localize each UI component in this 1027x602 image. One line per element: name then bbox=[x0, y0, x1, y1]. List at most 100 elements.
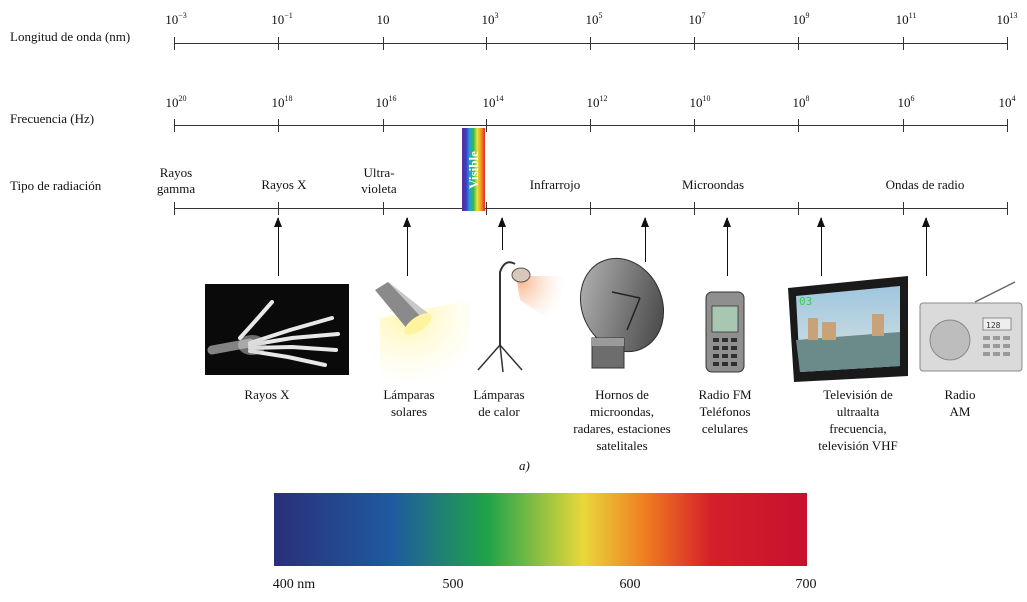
wavelength-tick: 1011 bbox=[895, 11, 917, 27]
caption-sun-lamps: Lámparas solares bbox=[383, 386, 434, 420]
axis-tick-mark bbox=[278, 119, 280, 132]
axis-tick-mark bbox=[694, 37, 696, 50]
category-microwave: Microondas bbox=[681, 177, 745, 192]
category-uv-line1: Ultra- bbox=[363, 165, 395, 180]
wavelength-tick: 109 bbox=[792, 11, 810, 27]
wavelength-tick: 103 bbox=[481, 11, 499, 27]
axis-tick-mark bbox=[694, 202, 696, 215]
category-gamma-line2: gamma bbox=[156, 181, 196, 196]
caption-fm-line3: celulares bbox=[701, 421, 749, 436]
spectrum-label-400: 400 nm bbox=[272, 577, 316, 592]
wavelength-tick: 10−3 bbox=[165, 11, 187, 27]
axis-tick-mark bbox=[486, 37, 488, 50]
axis-tick-mark bbox=[486, 119, 488, 132]
radio-image bbox=[919, 281, 1023, 372]
frequency-tick: 1016 bbox=[375, 94, 397, 110]
caption-heat-lamps-line2: de calor bbox=[478, 404, 520, 419]
caption-heat-lamps: Lámparas de calor bbox=[473, 386, 524, 420]
axis-tick-mark bbox=[174, 37, 176, 50]
axis-tick-mark bbox=[903, 202, 905, 215]
axis-tick-mark bbox=[798, 37, 800, 50]
axis-tick-mark bbox=[798, 119, 800, 132]
visible-band bbox=[462, 128, 485, 211]
axis-tick-mark bbox=[486, 202, 488, 215]
caption-am-line1: Radio bbox=[944, 387, 976, 402]
axis-tick-mark bbox=[174, 119, 176, 132]
axis-tick-mark bbox=[903, 119, 905, 132]
axis-tick-mark bbox=[903, 37, 905, 50]
axis-tick-mark bbox=[798, 202, 800, 215]
frequency-tick: 1020 bbox=[165, 94, 187, 110]
xray-hand-image bbox=[205, 284, 349, 375]
caption-tv: Televisión de ultraalta frecuencia, tele… bbox=[818, 386, 898, 454]
caption-microwave-line3: radares, estaciones bbox=[573, 421, 671, 436]
axis-tick-mark bbox=[590, 37, 592, 50]
cell-phone-image bbox=[705, 291, 745, 373]
caption-sun-lamps-line2: solares bbox=[390, 404, 428, 419]
arrow-am bbox=[920, 217, 932, 276]
axis-tick-mark bbox=[383, 119, 385, 132]
caption-microwave-line1: Hornos de bbox=[595, 387, 649, 402]
wavelength-tick: 10 bbox=[376, 12, 390, 27]
wavelength-row-label: Longitud de onda (nm) bbox=[10, 29, 131, 44]
caption-tv-line4: televisión VHF bbox=[818, 438, 898, 453]
category-xray: Rayos X bbox=[261, 177, 307, 192]
arrow-tv bbox=[815, 217, 827, 276]
caption-xray-line1: Rayos X bbox=[244, 387, 290, 402]
caption-tv-line2: ultraalta bbox=[836, 404, 880, 419]
caption-heat-lamps-line1: Lámparas bbox=[473, 387, 525, 402]
arrow-fm bbox=[721, 217, 733, 276]
heat-lamp-image bbox=[477, 261, 565, 373]
caption-fm: Radio FM Teléfonos celulares bbox=[698, 386, 751, 437]
axis-tick-mark bbox=[1007, 37, 1009, 50]
wavelength-tick: 10−1 bbox=[271, 11, 293, 27]
wavelength-tick: 105 bbox=[585, 11, 603, 27]
sun-lamp-image bbox=[375, 282, 470, 380]
axis-tick-mark bbox=[174, 202, 176, 215]
axis-tick-mark bbox=[590, 119, 592, 132]
category-infrared: Infrarrojo bbox=[529, 177, 581, 192]
panel-label: a) bbox=[519, 458, 530, 473]
arrow-heat bbox=[496, 217, 508, 250]
caption-fm-line2: Teléfonos bbox=[699, 404, 751, 419]
arrow-uv bbox=[401, 217, 413, 276]
caption-microwave-line4: satelitales bbox=[596, 438, 648, 453]
spectrum-label-600: 600 bbox=[619, 577, 641, 592]
frequency-tick: 106 bbox=[897, 94, 915, 110]
spectrum-label-700: 700 bbox=[795, 577, 817, 592]
tv-image bbox=[788, 276, 908, 382]
frequency-tick: 108 bbox=[792, 94, 810, 110]
arrow-xray bbox=[272, 217, 284, 276]
frequency-tick: 104 bbox=[998, 94, 1016, 110]
category-radio: Ondas de radio bbox=[885, 177, 965, 192]
caption-sun-lamps-line1: Lámparas bbox=[383, 387, 435, 402]
axis-tick-mark bbox=[590, 202, 592, 215]
category-gamma-line1: Rayos bbox=[159, 165, 193, 180]
frequency-tick: 1018 bbox=[271, 94, 293, 110]
axis-tick-mark bbox=[278, 37, 280, 50]
visible-spectrum-bar bbox=[274, 493, 807, 566]
caption-fm-line1: Radio FM bbox=[698, 387, 752, 402]
caption-tv-line3: frecuencia, bbox=[829, 421, 887, 436]
caption-microwave-line2: microondas, bbox=[590, 404, 654, 419]
frequency-row-label: Frecuencia (Hz) bbox=[10, 111, 95, 126]
category-gamma: Rayos gamma bbox=[157, 165, 195, 197]
axis-tick-mark bbox=[1007, 119, 1009, 132]
frequency-tick: 1010 bbox=[689, 94, 711, 110]
wavelength-tick: 107 bbox=[688, 11, 706, 27]
category-uv-line2: violeta bbox=[361, 181, 397, 196]
wavelength-tick: 1013 bbox=[996, 11, 1018, 27]
tv-channel-text: 03 bbox=[799, 295, 812, 308]
radio-display-text: 128 bbox=[986, 321, 1001, 330]
arrow-microwave bbox=[639, 217, 651, 262]
caption-tv-line1: Televisión de bbox=[823, 387, 893, 402]
caption-xray: Rayos X bbox=[244, 386, 289, 403]
axis-tick-mark bbox=[694, 119, 696, 132]
frequency-tick: 1012 bbox=[586, 94, 608, 110]
caption-microwave: Hornos de microondas, radares, estacione… bbox=[573, 386, 670, 454]
radiation-row-label: Tipo de radiación bbox=[10, 178, 102, 193]
caption-am: Radio AM bbox=[944, 386, 975, 420]
satellite-dish-image bbox=[579, 257, 665, 369]
category-uv: Ultra- violeta bbox=[361, 165, 396, 197]
